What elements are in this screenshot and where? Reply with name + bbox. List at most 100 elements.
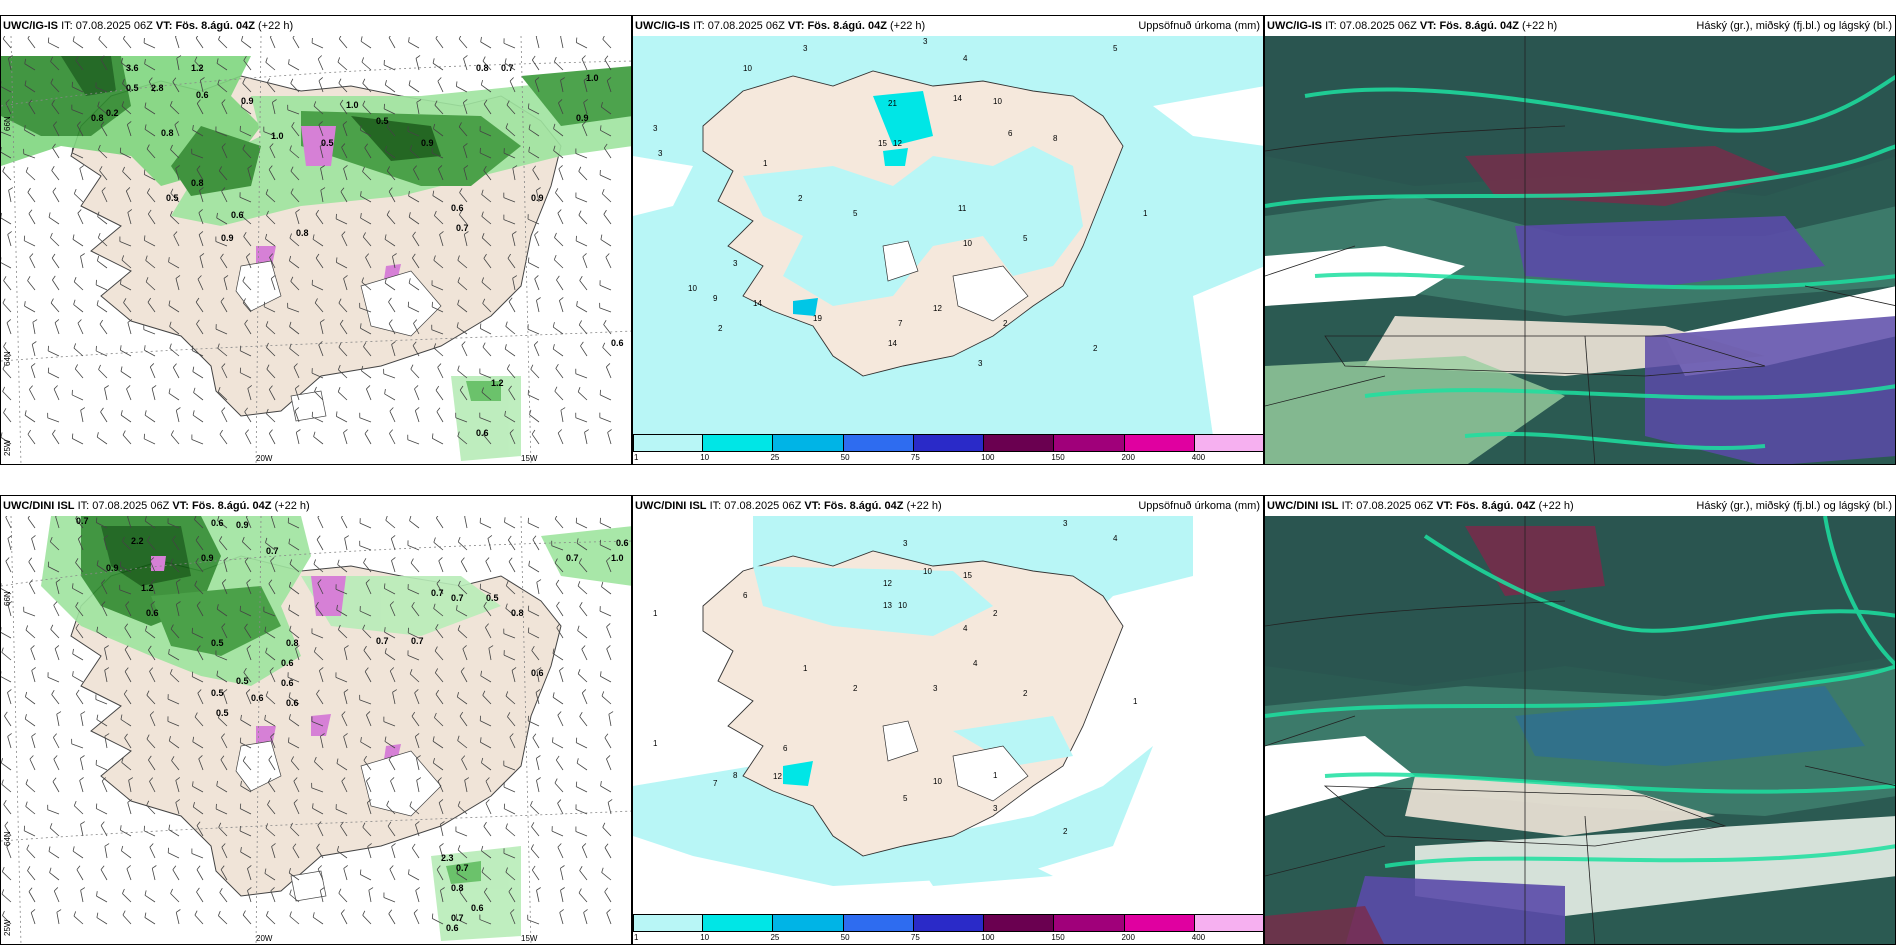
wind-barb xyxy=(75,518,84,529)
wind-barb xyxy=(289,872,300,881)
wind-barb-flag xyxy=(241,536,245,542)
rain-value-label: 0.7 xyxy=(431,588,444,598)
wind-barb xyxy=(55,582,60,595)
wind-barb-flag xyxy=(411,601,415,607)
wind-rain-map[interactable]: 3.6 1.2 0.5 2.8 0.6 0.9 1.0 0.5 0.8 0.2 0.8 1.0 0.5 0… xyxy=(1,36,631,464)
wind-barb-flag xyxy=(509,429,514,434)
wind-barb-flag xyxy=(28,557,33,563)
wind-barb xyxy=(431,306,444,313)
wind-rain-svg: 0.7 0.6 0.90.72.20.90.91.2 0.7 0.7 0.50.80.7 1… xyxy=(1,516,631,944)
wind-barb xyxy=(120,371,132,379)
wind-barb xyxy=(320,736,324,749)
wind-barb xyxy=(391,846,396,859)
wind-barb xyxy=(383,373,396,379)
wind-barb xyxy=(411,716,420,727)
wind-barb xyxy=(534,278,540,291)
wind-barb-flag xyxy=(1,866,5,872)
wind-barb xyxy=(240,851,252,859)
wind-barb-flag xyxy=(221,187,226,192)
wind-barb xyxy=(606,912,612,925)
wind-barb-flag xyxy=(343,165,348,169)
wind-barb-flag xyxy=(462,645,467,650)
wind-barb xyxy=(191,853,204,859)
wind-barb-flag xyxy=(149,557,155,562)
wind-barb xyxy=(123,38,132,49)
wind-barb xyxy=(125,605,132,617)
wind-barb-flag xyxy=(246,689,251,694)
wind-barb xyxy=(170,563,180,573)
wind-barb xyxy=(122,541,132,551)
wind-barb-flag xyxy=(271,843,276,847)
wind-barb-flag xyxy=(341,711,346,716)
rain-value-label: 0.8 xyxy=(476,63,489,73)
wind-barb xyxy=(50,237,60,247)
wind-barb-flag xyxy=(8,55,13,59)
precip-map[interactable]: 3 4 3 15 10 12 6 1 13 10 4 2 1 2 4 3 2 1 6 12 8 7 10 5 1 3 2 1 1 10 2… xyxy=(633,516,1263,944)
wind-barb-flag xyxy=(168,388,171,394)
wind-barb xyxy=(390,538,396,551)
wind-barb-flag xyxy=(343,865,348,869)
colorbar-tick: 25 xyxy=(770,453,780,462)
wind-barb xyxy=(383,108,396,115)
wind-barb xyxy=(53,125,60,137)
wind-barb xyxy=(576,522,588,529)
precip-value-label: 2 xyxy=(1003,319,1008,328)
wind-barb-flag xyxy=(268,755,273,760)
rain-value-label: 0.8 xyxy=(191,178,204,188)
wind-barb xyxy=(144,438,156,445)
wind-barb xyxy=(457,370,468,379)
wind-barb xyxy=(555,759,564,771)
wind-rain-map[interactable]: 0.7 0.6 0.9 0.7 2.2 0.9 0.9 1.2 0.7 0.7 0.5 0.8 0.7 1… xyxy=(1,516,631,944)
wind-barb-flag xyxy=(557,209,562,214)
wind-barb-flag xyxy=(408,80,411,86)
wind-barb xyxy=(312,416,324,423)
wind-barb-flag xyxy=(463,99,468,103)
rain-value-label: 0.8 xyxy=(511,608,524,618)
wind-barb xyxy=(294,388,300,401)
rain-value-label: 0.6 xyxy=(616,538,629,548)
wind-barb-flag xyxy=(604,55,609,60)
wind-barb xyxy=(581,58,588,71)
wind-barb xyxy=(577,391,588,401)
wind-barb xyxy=(485,780,492,793)
wind-barb xyxy=(318,124,324,137)
wind-barb-flag xyxy=(342,121,348,125)
wind-barb xyxy=(608,714,612,727)
wind-barb-flag xyxy=(29,755,34,760)
wind-barb-flag xyxy=(555,363,559,369)
wind-barb xyxy=(98,149,108,159)
precip-value-label: 13 xyxy=(883,601,892,610)
wind-barb-flag xyxy=(127,319,133,323)
wind-barb xyxy=(311,633,324,639)
wind-barb xyxy=(96,631,108,639)
wind-barb xyxy=(72,587,84,595)
precip-value-label: 12 xyxy=(773,772,782,781)
precip-map[interactable]: 3 3 5 4 10 14 21 10 15 12 6 8 3 3 1 2 5 11 10 5 3 10 9 14 19 12 7 1… xyxy=(633,36,1263,464)
wind-barb-flag xyxy=(391,557,396,561)
wind-barb-flag xyxy=(50,56,53,62)
rain-value-label: 0.6 xyxy=(146,608,159,618)
wind-barb xyxy=(3,804,12,815)
wind-barb xyxy=(170,893,180,903)
rain-value-label: 3.6 xyxy=(126,63,139,73)
wind-barb-flag xyxy=(554,232,557,238)
wind-barb xyxy=(312,238,324,247)
wind-barb-flag xyxy=(556,601,560,607)
panel-title: UWC/IG-IS IT: 07.08.2025 06Z VT: Fös. 8.… xyxy=(1265,16,1895,36)
wind-barb xyxy=(30,648,36,661)
wind-barb xyxy=(196,869,204,881)
wind-barb xyxy=(216,217,228,225)
cloud-map[interactable] xyxy=(1265,36,1895,464)
wind-barb xyxy=(221,582,228,595)
wind-barb-flag xyxy=(505,321,508,327)
cloud-map[interactable] xyxy=(1265,516,1895,944)
wind-barb-flag xyxy=(149,843,154,848)
wind-barb-flag xyxy=(582,121,587,126)
wind-barb-flag xyxy=(192,736,195,742)
wind-barb-flag xyxy=(408,869,410,875)
wind-barb xyxy=(483,434,492,445)
wind-barb-flag xyxy=(122,910,126,916)
wind-barb xyxy=(579,606,588,617)
wind-barb-flag xyxy=(336,411,338,417)
